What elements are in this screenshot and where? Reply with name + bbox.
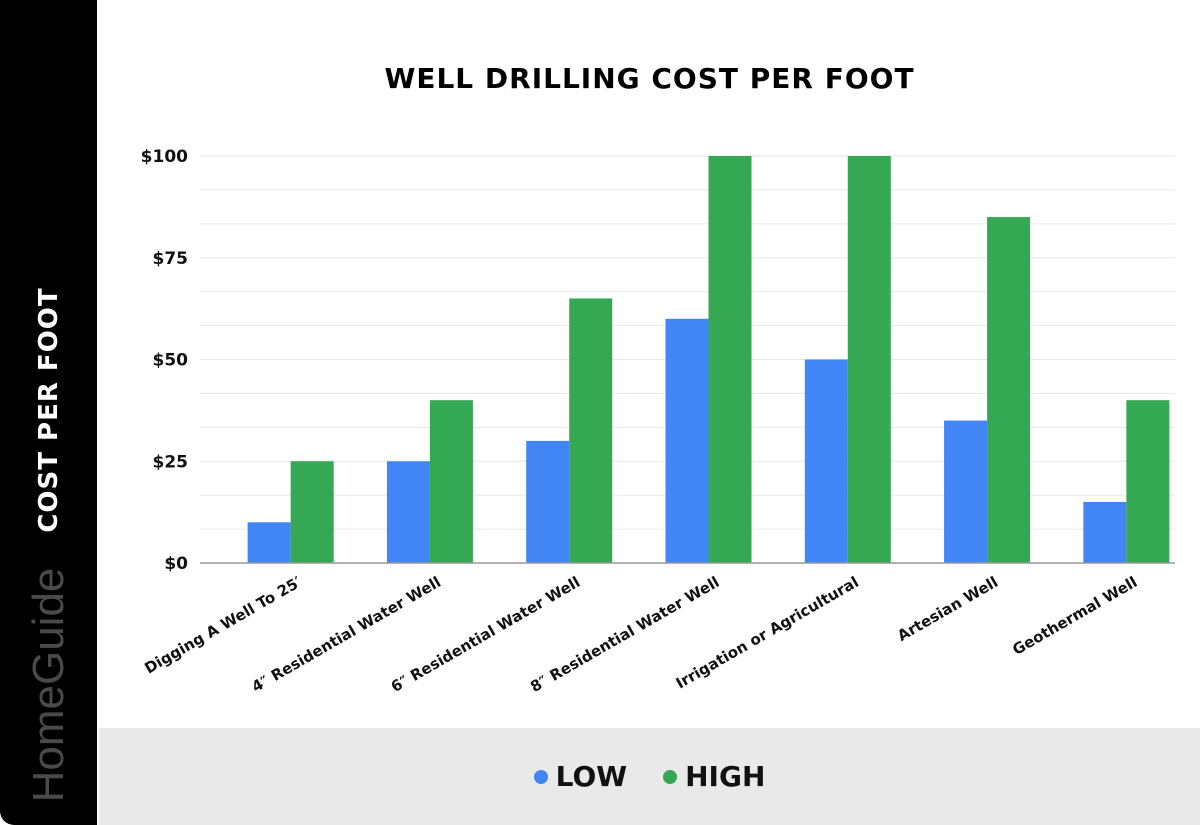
bar-low [1083,501,1127,563]
bar-low [665,318,709,563]
bar-low [386,461,430,563]
bar-high [1126,400,1170,563]
bar-high [429,400,473,563]
y-tick-label: $25 [153,452,189,472]
legend-item-high: HIGH [663,760,765,793]
bar-high [569,298,613,563]
y-tick-label: $50 [153,351,189,371]
y-tick-label: $100 [141,147,188,167]
legend-background [99,728,1200,825]
bar-low [944,420,988,563]
bar-high [708,156,752,563]
bar-low [247,522,291,563]
legend: LOW HIGH [99,728,1200,825]
x-tick-label: Artesian Well [894,573,1001,645]
bar-low [526,440,570,563]
bar-high [847,156,891,563]
chart-title: WELL DRILLING COST PER FOOT [384,62,915,95]
legend-label-low: LOW [555,760,628,793]
legend-marker-high [663,769,678,784]
legend-label-high: HIGH [685,760,766,793]
sidebar: COST PER FOOT HomeGuide [0,0,97,825]
legend-marker-low [533,769,548,784]
bar-high [987,217,1031,564]
bar-high [290,461,334,563]
x-tick-label: Geothermal Well [1009,573,1140,659]
y-tick-label: $75 [153,249,189,269]
bar-low [804,359,848,563]
y-tick-label: $0 [164,554,188,574]
legend-item-low: LOW [533,760,628,793]
